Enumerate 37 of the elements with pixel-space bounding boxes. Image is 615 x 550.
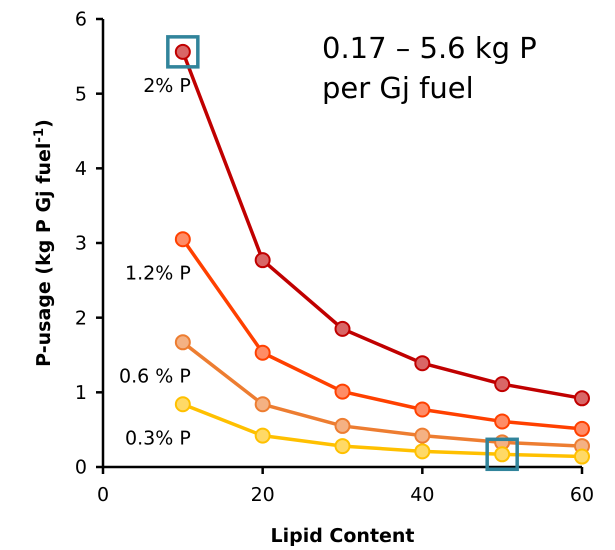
y-tick-label: 0 [74, 456, 87, 479]
point [334, 384, 350, 400]
point [174, 231, 191, 248]
point [574, 448, 590, 465]
series-label: 1.2% P [125, 262, 191, 284]
point [334, 320, 350, 337]
point [574, 390, 590, 406]
x-tick-label: 20 [250, 484, 275, 506]
series-label: 0.6 % P [119, 365, 191, 388]
point [334, 418, 350, 434]
point [574, 420, 590, 437]
y-tick-label: 4 [74, 158, 87, 180]
series-label: 0.3% P [125, 427, 191, 450]
y-tick-label: 2 [74, 307, 87, 330]
point [254, 252, 271, 268]
point [254, 344, 271, 361]
point [494, 376, 510, 392]
annotation: 0.17 – 5.6 kg P per Gj fuel [322, 31, 537, 105]
point [174, 334, 191, 350]
y-tick-label: 6 [74, 8, 87, 31]
x-tick-label: 40 [410, 484, 434, 506]
y-tick-label: 3 [74, 232, 87, 255]
point [174, 396, 191, 412]
point [254, 396, 271, 412]
y-tick-label: 1 [74, 382, 87, 404]
x-tick-label: 0 [96, 484, 110, 506]
point [334, 438, 350, 454]
point [414, 428, 430, 444]
point [254, 428, 271, 444]
point [414, 355, 430, 372]
point [414, 402, 430, 418]
series-label: 2% P [143, 74, 191, 97]
y-tick-label: 5 [74, 83, 87, 106]
x-axis-title: Lipid Content [270, 525, 415, 547]
x-tick-label: 60 [570, 484, 594, 506]
point [414, 443, 430, 460]
point [494, 413, 510, 430]
